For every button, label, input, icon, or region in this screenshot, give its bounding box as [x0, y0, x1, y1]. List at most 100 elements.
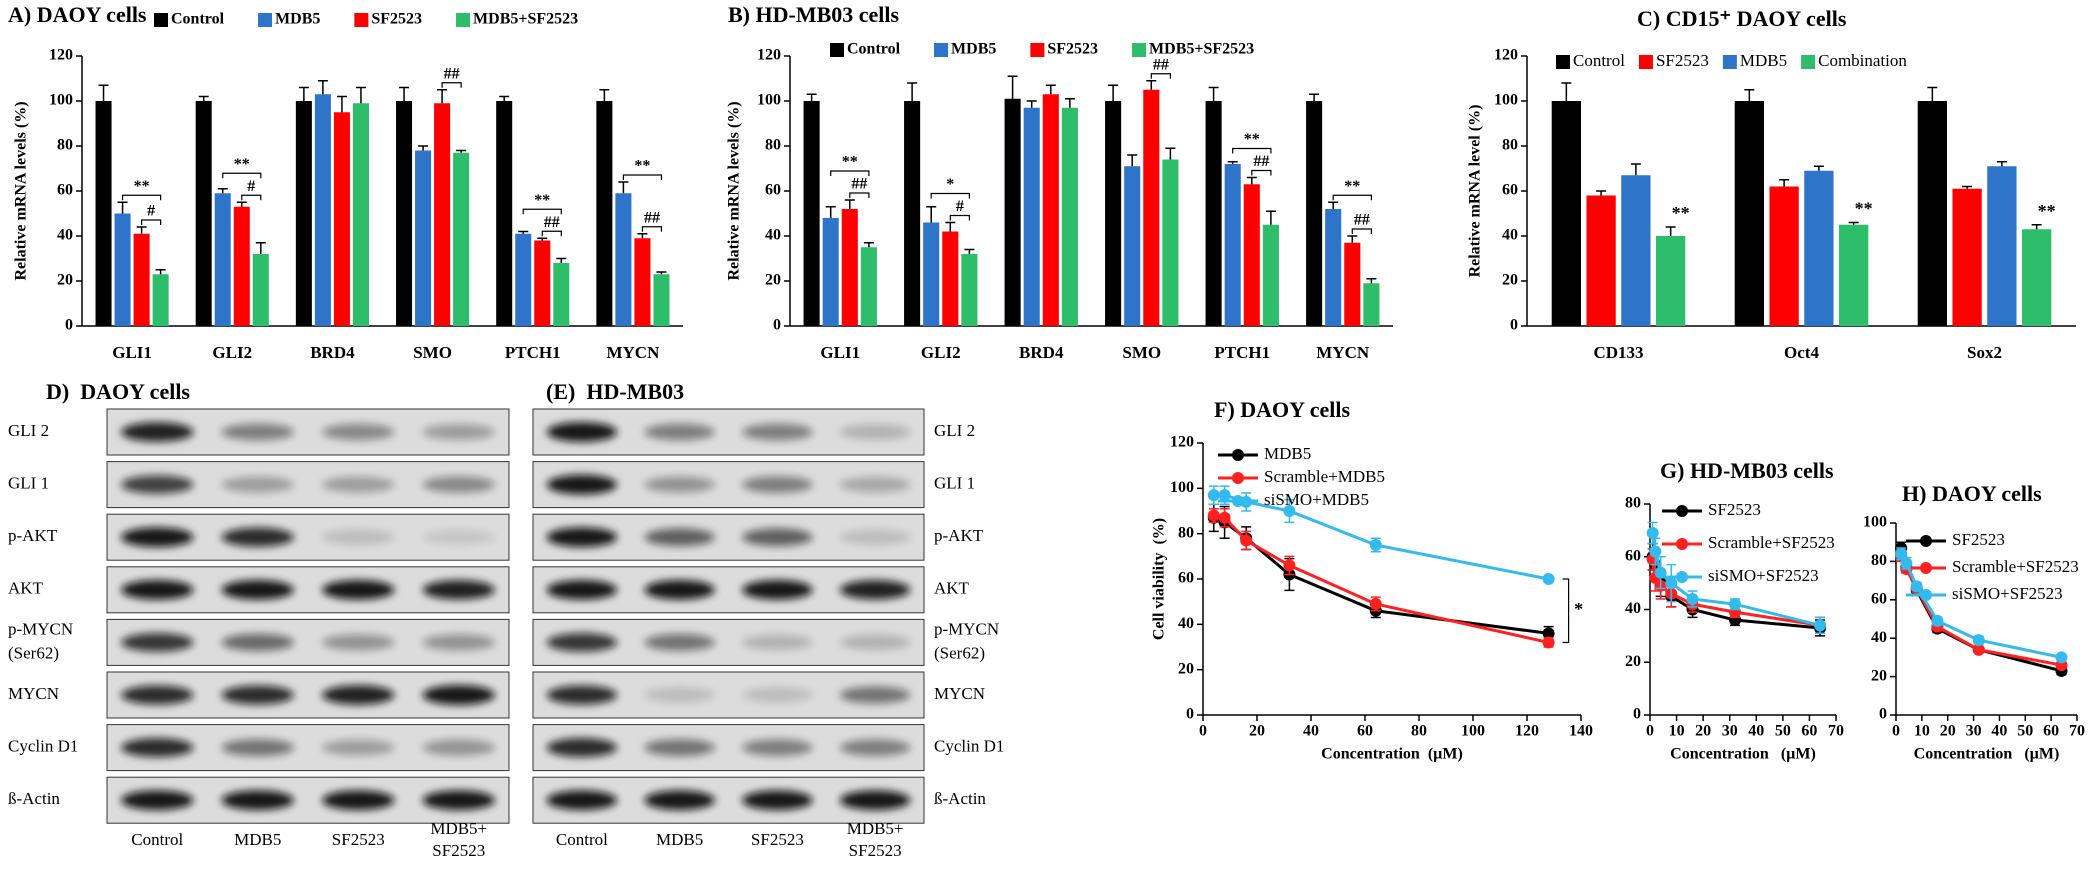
- bar: [1162, 159, 1179, 326]
- x-tick-label: Sox2: [1967, 343, 2002, 362]
- marker: [1910, 580, 1923, 593]
- legend-marker: [1676, 571, 1688, 583]
- significance-label: ##: [1153, 56, 1169, 73]
- row-label: GLI 1: [934, 474, 975, 493]
- marker: [1240, 534, 1253, 547]
- blot-band: [742, 423, 813, 441]
- blot-band: [221, 739, 294, 757]
- legend-swatch: [258, 13, 273, 27]
- x-tick-label: 10: [1669, 723, 1685, 740]
- legend-marker: [1920, 589, 1932, 601]
- blot-band: [322, 579, 395, 600]
- error-bar: [2031, 224, 2042, 230]
- blot-band: [839, 686, 911, 704]
- x-tick-label: GLI1: [820, 343, 860, 362]
- x-tick-label: 60: [1357, 723, 1373, 740]
- blot-band: [422, 790, 495, 811]
- marker: [1814, 619, 1827, 632]
- significance-bracket: [541, 230, 562, 237]
- error-bar: [336, 95, 347, 113]
- x-tick-label: 70: [1828, 723, 1844, 740]
- legend-label: siSMO+MDB5: [1264, 490, 1369, 509]
- legend-swatch: [1801, 55, 1816, 69]
- x-tick-label: MYCN: [606, 343, 660, 362]
- error-bar: [1227, 161, 1238, 164]
- legend-swatch: [1722, 55, 1737, 69]
- x-tick-label: 60: [2043, 723, 2059, 740]
- legend-swatch: [154, 13, 168, 27]
- bar: [841, 209, 858, 326]
- error-bar: [825, 206, 836, 218]
- blot-band: [121, 579, 194, 600]
- bar: [233, 206, 250, 326]
- y-tick-label: 120: [757, 47, 781, 64]
- chart-title: (E) HD-MB03: [546, 379, 684, 404]
- blot-band: [839, 529, 911, 545]
- chart-title: D) DAOY cells: [46, 379, 190, 404]
- bar: [1769, 186, 1799, 326]
- blot-band: [644, 476, 715, 493]
- chart-title: C) CD15⁺ DAOY cells: [1637, 6, 1847, 31]
- legend-label: MDB5: [275, 11, 320, 28]
- x-tick-label: 0: [1892, 723, 1900, 740]
- legend-label: MDB5: [951, 41, 996, 58]
- legend-swatch: [830, 43, 844, 57]
- error-bar: [1146, 80, 1157, 90]
- legend-marker: [1920, 562, 1932, 574]
- legend-label: MDB5: [1740, 51, 1787, 70]
- column-label: SF2523: [332, 830, 385, 849]
- bar: [1325, 209, 1342, 326]
- x-tick-label: 0: [1646, 723, 1654, 740]
- error-bar: [1744, 89, 1755, 101]
- y-tick-label: 40: [765, 227, 781, 244]
- y-tick-label: 120: [1170, 434, 1194, 451]
- x-tick-label: 140: [1569, 723, 1593, 740]
- legend-swatch: [1132, 43, 1147, 57]
- bar: [295, 101, 312, 326]
- chart-title: G) HD-MB03 cells: [1660, 458, 1834, 483]
- y-tick-label: 0: [1633, 706, 1641, 723]
- marker: [1207, 509, 1220, 522]
- significance-bracket: [241, 194, 262, 201]
- error-bar: [1996, 161, 2007, 167]
- error-bar: [1045, 84, 1056, 95]
- significance-label: ##: [444, 65, 460, 82]
- significance-label: #: [247, 178, 255, 195]
- error-bar: [1108, 84, 1119, 101]
- error-bar: [556, 257, 567, 263]
- blot-band: [742, 528, 813, 546]
- error-bar: [1208, 86, 1219, 101]
- column-label: SF2523: [751, 830, 804, 849]
- error-bar: [1026, 100, 1037, 108]
- bar: [822, 218, 839, 326]
- significance-bracket: [1351, 228, 1372, 234]
- x-tick-label: 30: [1966, 723, 1982, 740]
- row-label: ß-Actin: [934, 789, 986, 808]
- marker: [1972, 643, 1985, 656]
- significance-bracket: [849, 192, 870, 198]
- bar: [434, 103, 451, 326]
- blot-band: [546, 790, 618, 811]
- blot-band: [742, 687, 813, 703]
- blot-band: [839, 739, 911, 756]
- legend-marker: [1676, 505, 1688, 517]
- bar: [1551, 101, 1581, 326]
- legend-label: Control: [847, 41, 901, 58]
- y-axis-label: Relative mRNA levels (%): [13, 101, 30, 280]
- y-tick-label: 60: [765, 182, 781, 199]
- error-bar: [437, 89, 448, 104]
- y-tick-label: 80: [1871, 552, 1887, 569]
- error-bar: [964, 248, 975, 254]
- error-bar: [1347, 235, 1358, 243]
- legend-label: SF2523: [371, 11, 422, 28]
- bar: [1205, 101, 1222, 326]
- x-tick-label: GLI2: [921, 343, 961, 362]
- legend-label: Scramble+SF2523: [1952, 557, 2079, 576]
- blot-band: [121, 633, 194, 652]
- significance-bracket: [121, 194, 162, 201]
- y-axis-label: Relative mRNA levels (%): [726, 101, 743, 280]
- row-label: AKT: [934, 579, 970, 598]
- blot-band: [644, 528, 715, 546]
- significance-bracket: [222, 172, 262, 179]
- bar: [515, 233, 532, 326]
